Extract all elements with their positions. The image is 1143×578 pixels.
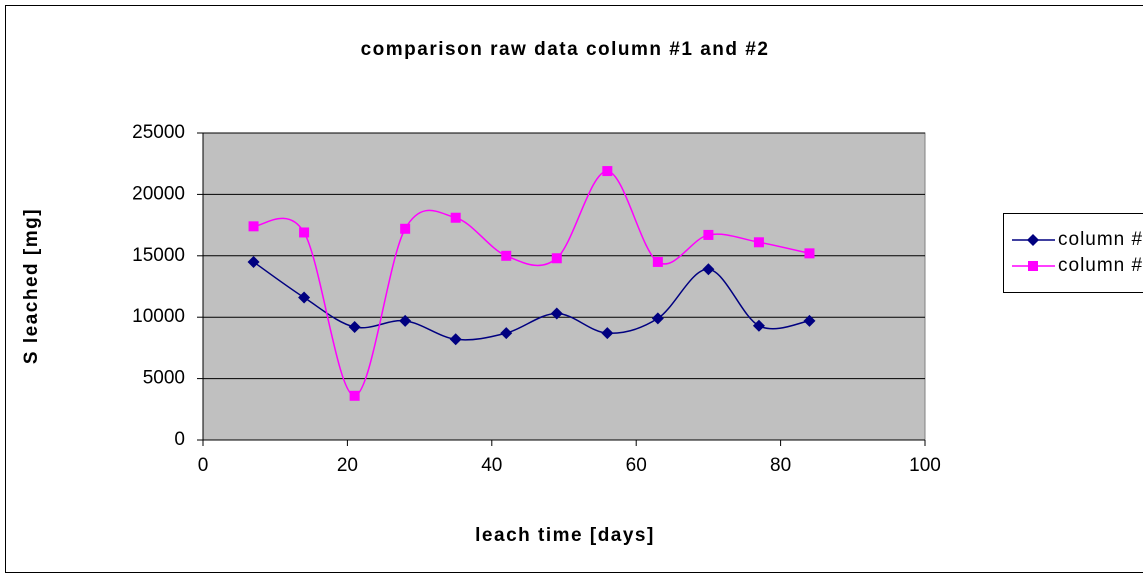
x-axis-label: leach time [days] [475,525,655,546]
y-tick-label: 5000 [143,368,185,389]
legend-marker [1028,261,1038,271]
marker [348,321,361,334]
marker [651,312,664,325]
x-tick-label: 0 [198,455,209,476]
x-tick-label: 100 [909,455,941,476]
marker [399,314,412,327]
y-tick-label: 25000 [132,122,185,143]
chart-title: comparison raw data column #1 and #2 [361,39,770,60]
marker [752,319,765,332]
marker [450,212,461,223]
marker [501,250,512,261]
legend-box [1003,213,1143,293]
y-tick-label: 15000 [132,245,185,266]
marker [247,255,260,268]
marker [702,263,715,276]
marker [298,291,311,304]
marker [449,333,462,346]
plot-area [202,132,926,441]
x-tick-label: 20 [337,455,358,476]
marker [803,314,816,327]
marker [349,390,360,401]
y-tick-label: 0 [174,429,185,450]
y-axis-label: S leached [mg] [21,208,42,364]
x-tick-label: 40 [481,455,502,476]
marker [400,223,411,234]
marker [500,327,513,340]
legend-marker [1027,234,1039,246]
marker [703,229,714,240]
marker [248,221,259,232]
legend-label: column #2 [1058,255,1143,276]
marker [601,327,614,340]
marker [551,253,562,264]
marker [602,166,613,177]
marker [753,237,764,248]
marker [804,248,815,259]
legend-label: column #1 [1058,229,1143,250]
y-tick-label: 10000 [132,306,185,327]
marker [550,307,563,320]
x-tick-label: 60 [626,455,647,476]
y-tick-label: 20000 [132,183,185,204]
marker [652,256,663,267]
marker [299,227,310,238]
x-tick-label: 80 [770,455,791,476]
